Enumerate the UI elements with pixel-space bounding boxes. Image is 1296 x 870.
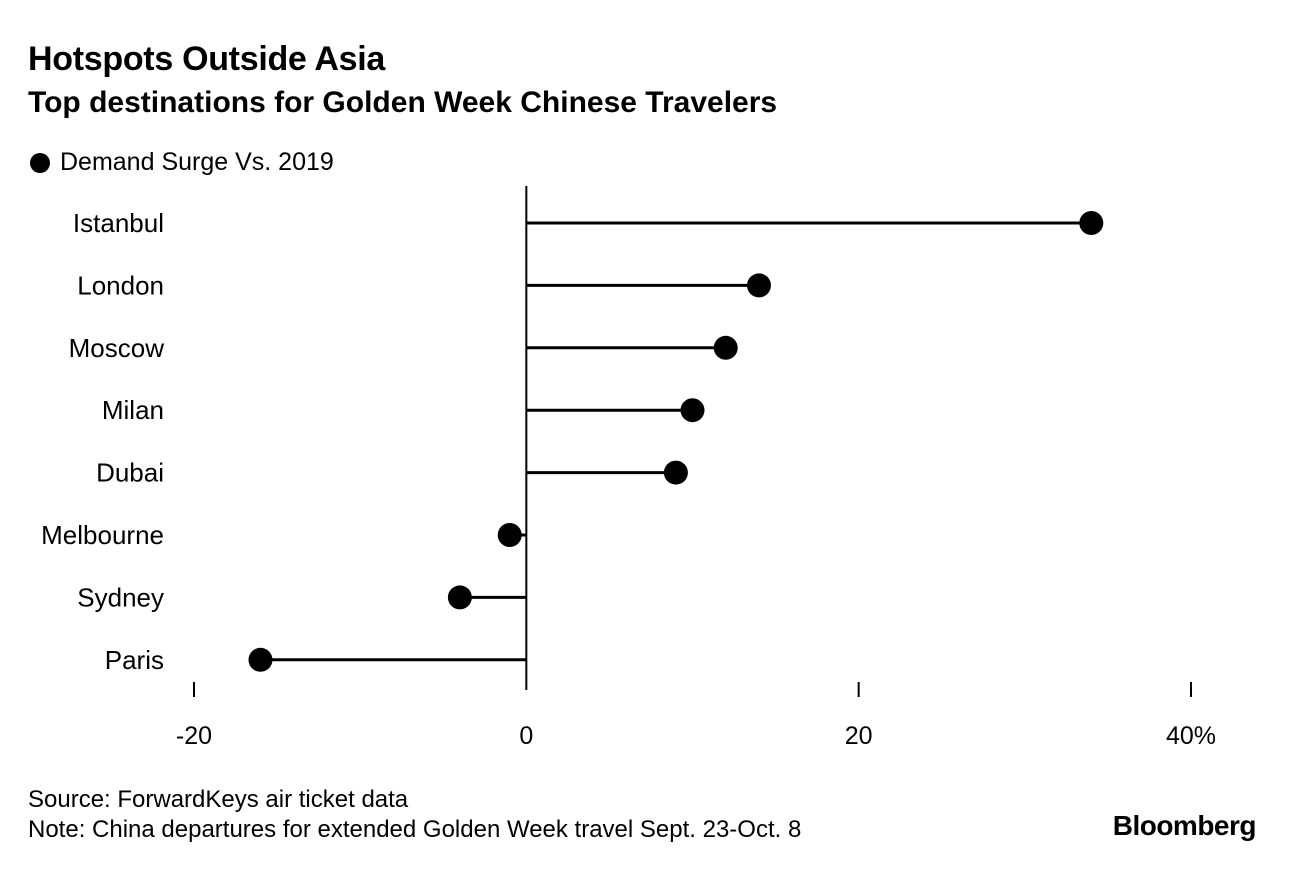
bloomberg-logo: Bloomberg bbox=[1112, 810, 1257, 841]
chart-title: Hotspots Outside Asia bbox=[28, 40, 386, 78]
x-tick-label: 40% bbox=[1166, 722, 1216, 750]
legend-marker-icon bbox=[30, 152, 50, 173]
legend-label: Demand Surge Vs. 2019 bbox=[60, 148, 334, 176]
category-label: Istanbul bbox=[73, 208, 164, 238]
data-point bbox=[713, 335, 738, 360]
x-tick-label: -20 bbox=[176, 722, 212, 750]
x-tick-label: 0 bbox=[519, 722, 533, 750]
data-point bbox=[680, 398, 705, 423]
data-point bbox=[663, 460, 688, 485]
chart-subtitle: Top destinations for Golden Week Chinese… bbox=[28, 86, 778, 119]
category-label: Milan bbox=[102, 395, 164, 425]
category-label: Moscow bbox=[69, 333, 165, 363]
category-label: Sydney bbox=[77, 582, 164, 612]
data-point bbox=[248, 647, 273, 672]
category-label: Paris bbox=[105, 645, 164, 675]
category-label: Melbourne bbox=[41, 520, 164, 550]
footnote: Note: China departures for extended Gold… bbox=[28, 816, 802, 843]
legend: Demand Surge Vs. 2019 bbox=[30, 148, 334, 177]
data-point bbox=[497, 523, 522, 547]
data-point bbox=[1079, 211, 1104, 235]
data-point bbox=[746, 273, 771, 298]
category-label: Dubai bbox=[96, 458, 164, 488]
source-note: Source: ForwardKeys air ticket data bbox=[28, 786, 409, 813]
x-tick-label: 20 bbox=[845, 722, 873, 750]
category-label: London bbox=[77, 270, 164, 300]
data-point bbox=[447, 585, 472, 610]
